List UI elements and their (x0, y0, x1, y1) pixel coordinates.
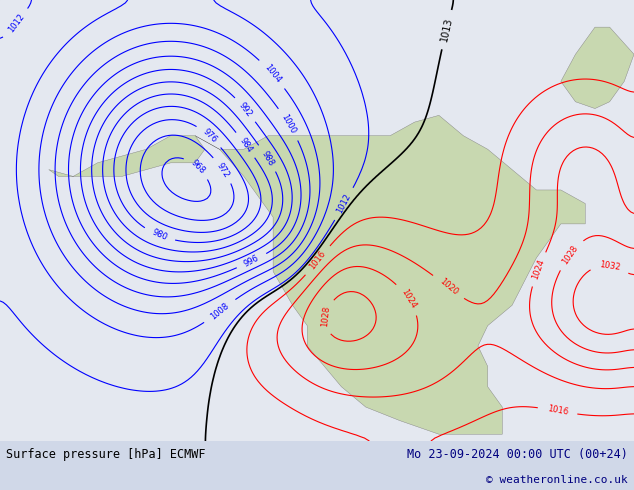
Text: 1016: 1016 (547, 405, 569, 417)
Text: 972: 972 (215, 161, 231, 179)
Polygon shape (195, 115, 585, 434)
Text: 1004: 1004 (262, 63, 283, 85)
Text: 1016: 1016 (308, 249, 328, 271)
Text: 1024: 1024 (399, 288, 418, 310)
Text: 984: 984 (237, 136, 254, 154)
Text: 1000: 1000 (280, 113, 298, 136)
Text: Surface pressure [hPa] ECMWF: Surface pressure [hPa] ECMWF (6, 447, 206, 461)
Text: 1028: 1028 (320, 306, 332, 328)
Text: 1032: 1032 (598, 260, 621, 272)
Polygon shape (561, 27, 634, 109)
Text: 1008: 1008 (209, 301, 231, 321)
Text: © weatheronline.co.uk: © weatheronline.co.uk (486, 475, 628, 485)
Text: 1013: 1013 (439, 17, 454, 43)
Text: 1020: 1020 (437, 277, 460, 297)
Text: 980: 980 (150, 228, 169, 243)
Text: 992: 992 (237, 100, 254, 119)
Text: 988: 988 (260, 149, 276, 168)
Polygon shape (49, 136, 205, 176)
Text: 1012: 1012 (335, 193, 353, 216)
Text: 996: 996 (243, 253, 261, 269)
Text: 968: 968 (189, 158, 207, 176)
Text: 1012: 1012 (6, 12, 26, 34)
Text: 1024: 1024 (531, 258, 547, 281)
Text: 1028: 1028 (560, 244, 580, 266)
Text: Mo 23-09-2024 00:00 UTC (00+24): Mo 23-09-2024 00:00 UTC (00+24) (407, 447, 628, 461)
Text: 976: 976 (201, 127, 219, 145)
